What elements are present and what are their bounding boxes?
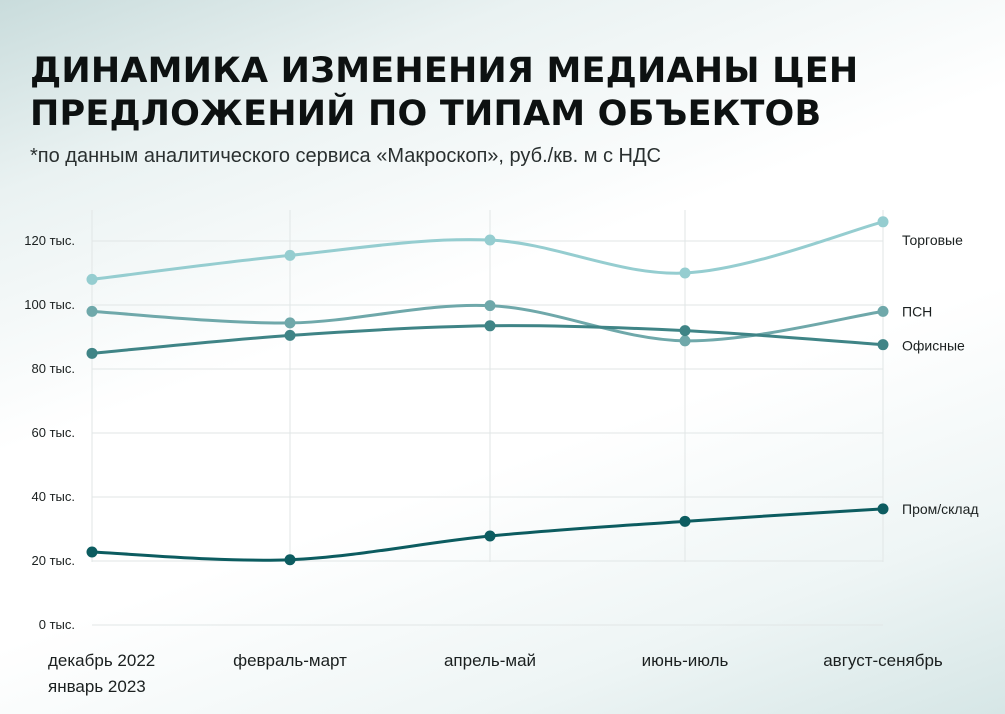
- grid: [91, 210, 884, 626]
- series-label: Торговые: [902, 232, 963, 248]
- series-label: Пром/склад: [902, 501, 979, 517]
- y-tick-label: 0 тыс.: [39, 617, 75, 632]
- series-line: [90, 220, 885, 281]
- series-labels: Торговые ПСН Офисные Пром/склад: [902, 232, 979, 517]
- series-points: [86, 216, 889, 566]
- data-point: [679, 325, 691, 337]
- data-point: [86, 273, 98, 285]
- data-point: [877, 216, 889, 228]
- y-tick-label: 80 тыс.: [32, 361, 75, 376]
- data-point: [484, 320, 496, 332]
- data-point: [284, 317, 296, 329]
- chart-title: ДИНАМИКА ИЗМЕНЕНИЯ МЕДИАНЫ ЦЕН ПРЕДЛОЖЕН…: [30, 50, 930, 136]
- data-point: [484, 234, 496, 246]
- series-lines: [90, 220, 885, 562]
- series-label: ПСН: [902, 303, 932, 319]
- data-point: [877, 305, 889, 317]
- data-point: [86, 347, 98, 359]
- data-point: [86, 305, 98, 317]
- data-point: [679, 335, 691, 347]
- data-point: [877, 339, 889, 351]
- x-tick-label: август-сенябрь: [823, 651, 943, 670]
- x-tick-label: декабрь 2022: [48, 651, 155, 670]
- x-axis-labels: декабрь 2022 январь 2023 февраль-март апрел…: [48, 651, 943, 696]
- y-axis-ticks: 0 тыс. 20 тыс. 40 тыс. 60 тыс. 80 тыс. 100 ты…: [24, 233, 75, 632]
- y-tick-label: 20 тыс.: [32, 553, 75, 568]
- data-point: [86, 546, 98, 558]
- data-point: [284, 329, 296, 341]
- data-point: [484, 530, 496, 542]
- title-line-1: ДИНАМИКА ИЗМЕНЕНИЯ МЕДИАНЫ ЦЕН: [30, 51, 859, 91]
- title-line-2: ПРЕДЛОЖЕНИЙ ПО ТИПАМ ОБЪЕКТОВ: [30, 94, 822, 134]
- x-tick-label: апрель-май: [444, 651, 536, 670]
- data-point: [679, 267, 691, 279]
- data-point: [284, 554, 296, 566]
- x-tick-label: июнь-июль: [642, 651, 729, 670]
- data-point: [284, 249, 296, 261]
- data-point: [877, 503, 889, 515]
- y-tick-label: 120 тыс.: [24, 233, 75, 248]
- data-point: [679, 515, 691, 527]
- y-tick-label: 40 тыс.: [32, 489, 75, 504]
- y-tick-label: 100 тыс.: [24, 297, 75, 312]
- data-point: [484, 300, 496, 312]
- series-label: Офисные: [902, 338, 965, 354]
- chart-subtitle: *по данным аналитического сервиса «Макро…: [30, 145, 661, 167]
- x-tick-label: январь 2023: [48, 677, 146, 696]
- x-tick-label: февраль-март: [233, 651, 347, 670]
- y-tick-label: 60 тыс.: [32, 425, 75, 440]
